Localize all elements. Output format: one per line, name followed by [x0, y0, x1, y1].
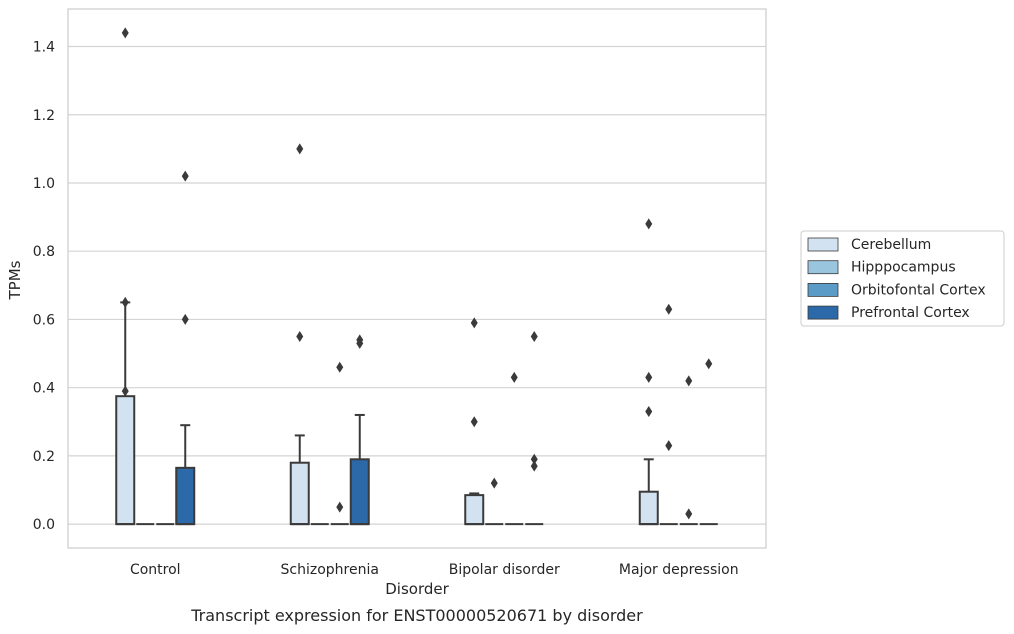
outlier-point	[470, 317, 478, 329]
outlier-point	[121, 296, 129, 308]
x-tick-label: Major depression	[619, 562, 739, 578]
box-2-2	[505, 371, 524, 526]
y-tick-label: 0.6	[33, 312, 55, 328]
box-2-1	[485, 477, 504, 526]
outlier-point	[470, 416, 478, 428]
outlier-point	[530, 460, 538, 472]
box-1-2	[330, 361, 349, 526]
legend-label: Orbitofontal Cortex	[851, 282, 986, 298]
legend-frame	[800, 230, 1005, 327]
outlier-point	[665, 303, 673, 315]
legend-swatch	[807, 237, 839, 252]
y-tick-label: 0.8	[33, 244, 55, 260]
outlier-point	[490, 477, 498, 489]
box-1-3	[349, 334, 370, 526]
plot-area-frame	[67, 8, 767, 549]
y-tick-label: 1.0	[33, 176, 55, 192]
y-tick-label: 0.2	[33, 449, 55, 465]
y-gridlines	[68, 45, 766, 525]
box-2-3	[525, 330, 544, 526]
x-axis-label: Disorder	[385, 580, 449, 598]
outlier-point	[121, 27, 129, 39]
box-body	[175, 466, 196, 526]
legend-label: Prefrontal Cortex	[851, 305, 970, 321]
box-body	[289, 461, 310, 526]
box-1-0	[289, 143, 310, 526]
legend-label: Cerebellum	[851, 237, 931, 253]
x-tick-label: Bipolar disorder	[449, 562, 560, 578]
outlier-point	[685, 508, 693, 520]
outlier-point	[336, 501, 344, 513]
legend-swatch	[807, 260, 839, 275]
x-tick-label: Schizophrenia	[281, 562, 379, 578]
outlier-point	[356, 337, 364, 349]
box-3-1	[659, 303, 678, 526]
box-body	[115, 395, 136, 526]
box-0-0	[115, 27, 136, 526]
outlier-point	[530, 453, 538, 465]
outlier-point	[645, 218, 653, 230]
outlier-point	[510, 371, 518, 383]
outlier-point	[645, 406, 653, 418]
y-axis-label: TPMs	[6, 260, 24, 300]
legend-swatch	[807, 282, 839, 297]
box-2-0	[464, 317, 485, 526]
y-axis-tick-labels: 0.0 0.2 0.4 0.6 0.8 1.0 1.2 1.4	[33, 40, 55, 534]
box-body	[464, 494, 485, 526]
outlier-point	[296, 143, 304, 155]
outlier-point	[685, 375, 693, 387]
outlier-point	[705, 358, 713, 370]
outlier-point	[296, 330, 304, 342]
outlier-point	[645, 371, 653, 383]
outlier-point	[121, 385, 129, 397]
x-axis-tick-labels: Control Schizophrenia Bipolar disorder Majo…	[130, 562, 739, 578]
y-tick-label: 0.4	[33, 381, 55, 397]
y-tick-label: 0.0	[33, 517, 55, 533]
box-body	[349, 458, 370, 526]
y-tick-label: 1.2	[33, 108, 55, 124]
legend: Cerebellum Hipppocampus Orbitofontal Corte…	[800, 230, 1005, 327]
outlier-point	[181, 313, 189, 325]
box-plot-series	[115, 27, 718, 526]
legend-swatch	[807, 305, 839, 320]
box-body	[638, 490, 659, 526]
box-3-3	[699, 358, 718, 526]
legend-label: Hipppocampus	[851, 260, 956, 276]
outlier-point	[181, 170, 189, 182]
outlier-point	[665, 440, 673, 452]
chart-caption: Transcript expression for ENST0000052067…	[190, 606, 643, 625]
outlier-point	[530, 330, 538, 342]
box-0-3	[175, 170, 196, 526]
box-3-2	[679, 375, 698, 526]
x-tick-label: Control	[130, 562, 181, 578]
y-tick-label: 1.4	[33, 40, 55, 56]
box-3-0	[638, 218, 659, 526]
outlier-point	[336, 361, 344, 373]
